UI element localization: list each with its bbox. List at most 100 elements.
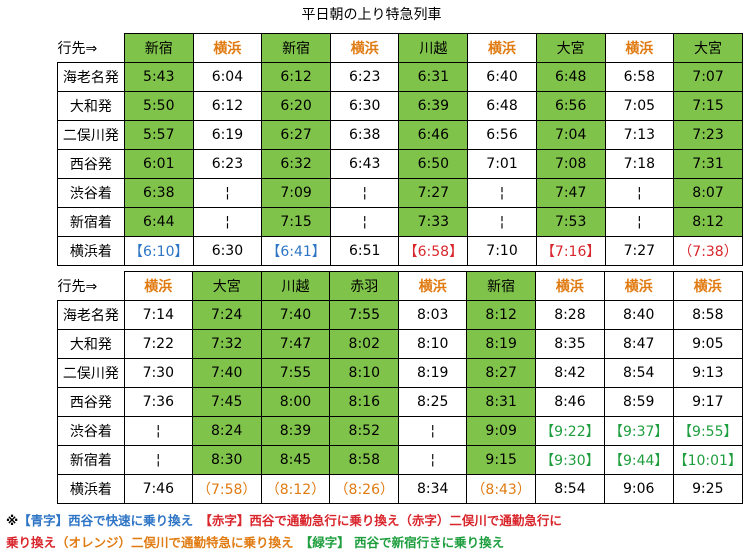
time-cell: 8:59 — [603, 387, 674, 417]
time-cell: 8:10 — [329, 358, 400, 388]
time-cell: 7:04 — [535, 120, 606, 150]
time-cell: 8:30 — [191, 445, 262, 475]
header-row: 行先⇒ 横浜 大宮 川越 赤羽 横浜 新宿 横浜 横浜 横浜 — [58, 271, 743, 301]
destination-cell: 大宮 — [673, 33, 743, 63]
station-row: 西谷発 6:01 6:23 6:32 6:43 6:50 7:01 7:08 7:18 7:31 — [57, 149, 743, 179]
destination-cell: 横浜 — [604, 33, 675, 63]
destination-cell: 大宮 — [535, 33, 606, 63]
time-cell: 8:12 — [466, 300, 537, 330]
station-label: 大和発 — [57, 329, 125, 359]
time-cell: 【6:41】 — [261, 236, 331, 266]
station-label: 新宿着 — [57, 445, 125, 475]
time-cell: （8:12） — [260, 474, 331, 504]
time-cell: 6:48 — [535, 62, 606, 92]
time-cell: ¦ — [192, 207, 263, 237]
time-cell: 8:10 — [398, 329, 468, 359]
time-cell: 6:04 — [192, 62, 263, 92]
destination-cell: 横浜 — [603, 271, 674, 301]
destination-cell: 横浜 — [329, 33, 400, 63]
time-cell: 8:19 — [398, 358, 468, 388]
station-label: 渋谷着 — [57, 178, 125, 208]
time-cell: ¦ — [398, 416, 468, 446]
time-cell: 【9:30】 — [535, 445, 605, 475]
station-row: 二俣川発 7:30 7:40 7:55 8:10 8:19 8:27 8:42 8:54 9:13 — [57, 358, 743, 388]
station-label: 西谷発 — [57, 387, 125, 417]
time-cell: 6:43 — [329, 149, 400, 179]
destination-cell: 横浜 — [467, 33, 537, 63]
legend-note-line-2: 乗り換え（オレンジ）二俣川で通勤特急に乗り換え 【緑字】 西谷で新宿行きに乗り換… — [6, 534, 741, 552]
page-title: 平日朝の上り特急列車 — [301, 7, 442, 23]
station-label: 大和発 — [57, 91, 125, 121]
time-cell: ¦ — [604, 207, 675, 237]
time-cell: 6:44 — [123, 207, 194, 237]
station-label: 新宿着 — [57, 207, 125, 237]
time-cell: 7:47 — [260, 329, 331, 359]
time-cell: 7:53 — [535, 207, 606, 237]
time-cell: 8:58 — [672, 300, 743, 330]
station-row: 大和発 7:22 7:32 7:47 8:02 8:10 8:19 8:35 8:47 9:05 — [57, 329, 743, 359]
time-cell: 9:06 — [603, 474, 674, 504]
time-cell: 8:02 — [329, 329, 400, 359]
time-cell: 7:15 — [673, 91, 743, 121]
time-cell: 6:40 — [467, 62, 537, 92]
time-cell: （7:38） — [673, 236, 743, 266]
time-cell: 5:50 — [123, 91, 194, 121]
time-cell: 8:58 — [329, 445, 400, 475]
time-cell: 6:30 — [329, 91, 400, 121]
time-cell: ¦ — [329, 178, 400, 208]
time-cell: 6:56 — [467, 120, 537, 150]
time-cell: 5:43 — [123, 62, 194, 92]
station-label: 二俣川発 — [57, 358, 125, 388]
time-cell: 6:48 — [467, 91, 537, 121]
time-cell: ¦ — [467, 207, 537, 237]
time-cell: 6:31 — [398, 62, 469, 92]
time-cell: 7:46 — [123, 474, 193, 504]
station-label: 海老名発 — [57, 62, 125, 92]
time-cell: 8:27 — [466, 358, 537, 388]
time-cell: 8:16 — [329, 387, 400, 417]
time-cell: 8:25 — [398, 387, 468, 417]
time-cell: 9:15 — [466, 445, 537, 475]
time-cell: （8:26） — [329, 474, 400, 504]
station-label: 二俣川発 — [57, 120, 125, 150]
time-cell: 8:42 — [535, 358, 605, 388]
time-cell: 8:46 — [535, 387, 605, 417]
time-cell: 6:56 — [535, 91, 606, 121]
time-cell: 【9:55】 — [672, 416, 743, 446]
destination-cell: 横浜 — [535, 271, 605, 301]
note-segment: 【赤字】西谷で通勤急行に乗り換え（赤字）二俣川で通勤急行に — [193, 513, 562, 528]
time-cell: 6:38 — [123, 178, 194, 208]
time-cell: 7:45 — [191, 387, 262, 417]
time-cell: 6:51 — [329, 236, 400, 266]
time-cell: 7:47 — [535, 178, 606, 208]
time-cell: 7:40 — [260, 300, 331, 330]
time-cell: 7:30 — [123, 358, 193, 388]
time-cell: 8:52 — [329, 416, 400, 446]
time-cell: 6:50 — [398, 149, 469, 179]
time-cell: 9:25 — [672, 474, 743, 504]
time-cell: 【9:37】 — [603, 416, 674, 446]
station-label: 海老名発 — [57, 300, 125, 330]
time-cell: 8:35 — [535, 329, 605, 359]
destination-cell: 川越 — [398, 33, 469, 63]
time-cell: 7:40 — [191, 358, 262, 388]
time-cell: 7:14 — [123, 300, 193, 330]
station-row: 二俣川発 5:57 6:19 6:27 6:38 6:46 6:56 7:04 7:13 7:23 — [57, 120, 743, 150]
destination-cell: 大宮 — [191, 271, 262, 301]
time-cell: 8:00 — [260, 387, 331, 417]
time-cell: 6:58 — [604, 62, 675, 92]
station-row: 横浜着 7:46 （7:58） （8:12） （8:26） 8:34 （8:43） 8:54 9… — [57, 474, 743, 504]
time-cell: 8:07 — [673, 178, 743, 208]
station-row: 海老名発 7:14 7:24 7:40 7:55 8:03 8:12 8:28 8:40 8:58 — [57, 300, 743, 330]
destination-cell: 新宿 — [466, 271, 537, 301]
time-cell: 6:27 — [261, 120, 331, 150]
legend-note-line-1: ※【青字】西谷で快速に乗り換え 【赤字】西谷で通勤急行に乗り換え（赤字）二俣川で… — [6, 512, 741, 530]
header-row: 行先⇒ 新宿 横浜 新宿 横浜 川越 横浜 大宮 横浜 大宮 — [58, 33, 743, 63]
time-cell: 7:24 — [191, 300, 262, 330]
time-cell: 6:01 — [123, 149, 194, 179]
time-cell: 7:15 — [261, 207, 331, 237]
destination-cell: 横浜 — [123, 271, 193, 301]
time-cell: 6:38 — [329, 120, 400, 150]
station-row: 新宿着 ¦ 8:30 8:45 8:58 ¦ 9:15 【9:30】 【9:44】 【10:01】 — [57, 445, 743, 475]
destination-cell: 横浜 — [672, 271, 743, 301]
